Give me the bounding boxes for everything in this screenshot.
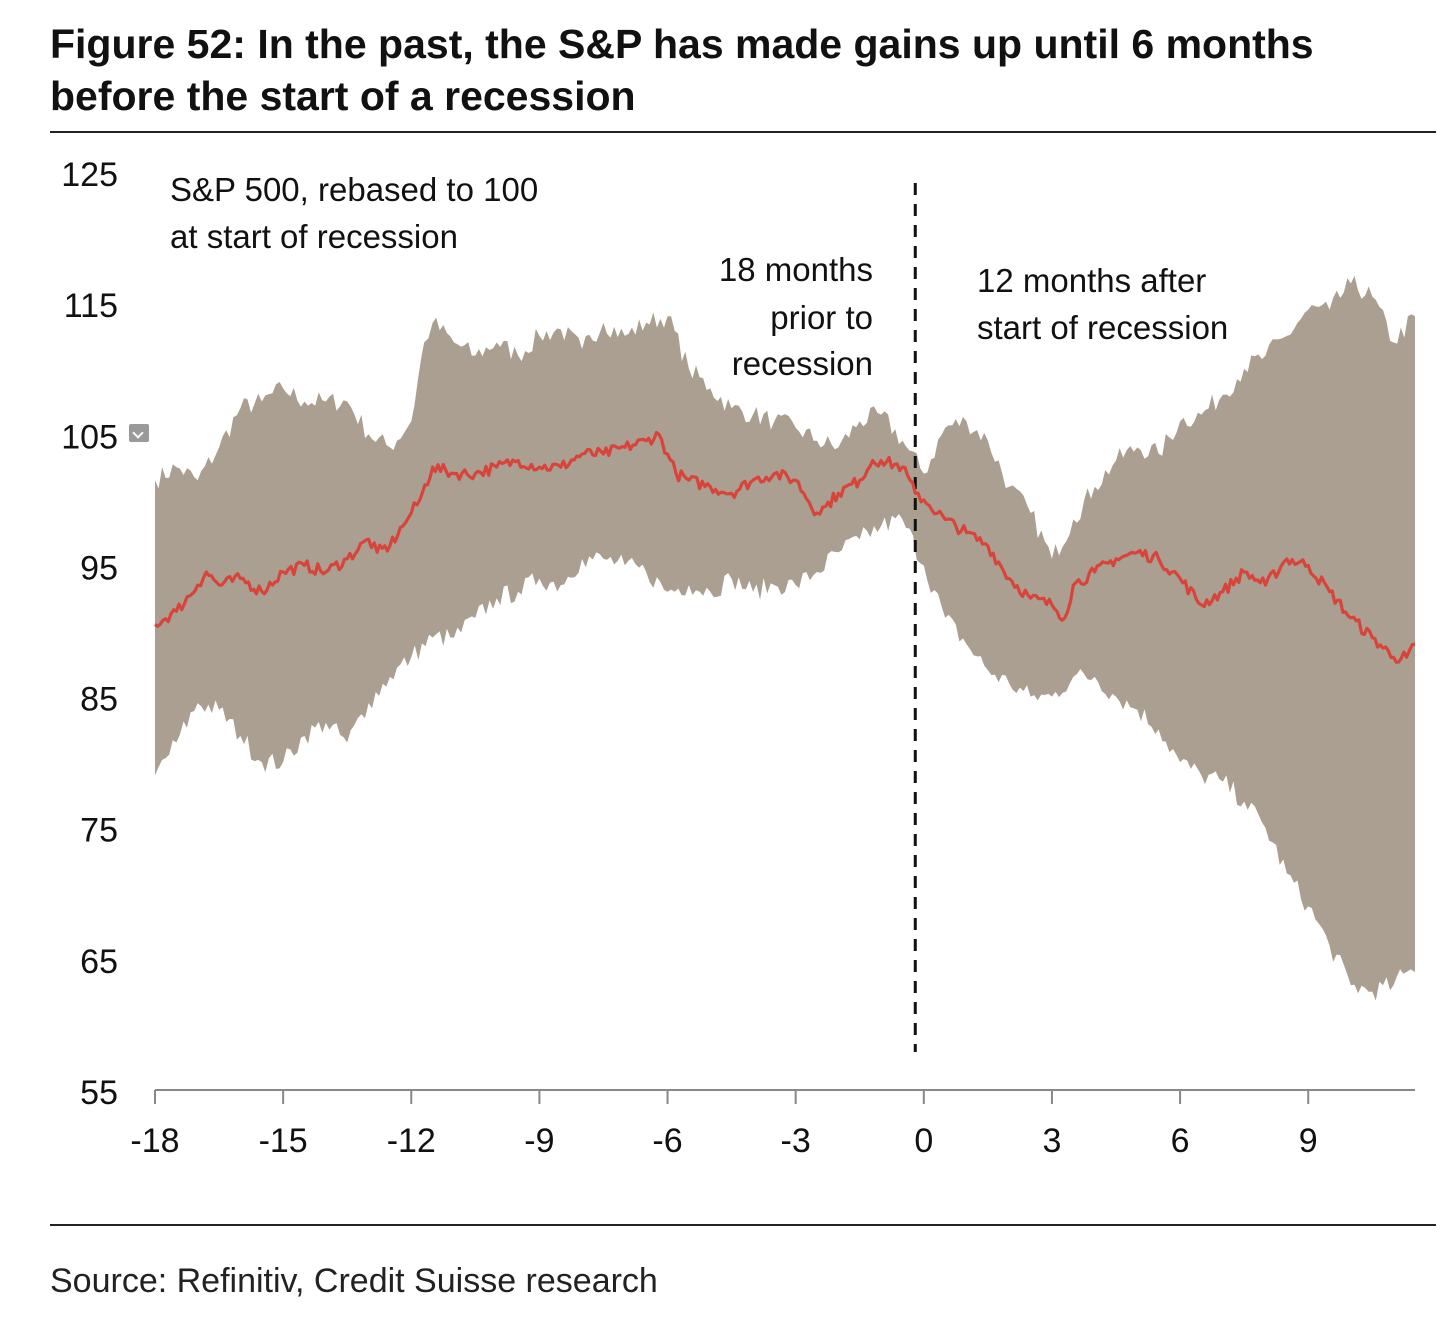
x-tick-label: 6	[1171, 1122, 1190, 1160]
range-band	[155, 275, 1415, 1001]
before-label-line-2: prior to	[770, 299, 873, 336]
before-label-line-3: recession	[732, 345, 873, 382]
median-series-line	[154, 430, 1416, 664]
x-tick-label: 3	[1042, 1122, 1061, 1160]
title-divider	[50, 131, 1436, 133]
after-label-line-1: 12 months after	[977, 262, 1206, 299]
y-tick-label: 55	[80, 1074, 118, 1112]
x-tick-label: -6	[652, 1122, 682, 1160]
source-divider	[50, 1224, 1436, 1226]
y-tick-label: 105	[61, 418, 118, 456]
before-label-line-1: 18 months	[719, 251, 873, 288]
x-tick-label: 0	[914, 1122, 933, 1160]
x-tick-label: -18	[130, 1122, 179, 1160]
x-tick-label: -12	[387, 1122, 436, 1160]
x-axis-labels: -18 -15 -12 -9 -6 -3 0 3 6 9	[130, 1122, 1317, 1160]
x-tick-label: -3	[781, 1122, 811, 1160]
y-tick-label: 75	[80, 812, 118, 850]
chevron-down-icon[interactable]	[129, 424, 149, 442]
y-tick-label: 125	[61, 156, 118, 194]
x-tick-label: 9	[1299, 1122, 1318, 1160]
y-tick-label: 95	[80, 549, 118, 587]
series-label-line-1: S&P 500, rebased to 100	[170, 171, 538, 208]
x-tick-label: -9	[524, 1122, 554, 1160]
y-axis-labels: 125 115 105 95 85 75 65 55	[61, 156, 118, 1112]
x-tick-label: -15	[259, 1122, 308, 1160]
source-note: Source: Refinitiv, Credit Suisse researc…	[50, 1262, 658, 1300]
y-tick-label: 65	[80, 943, 118, 981]
series-label-line-2: at start of recession	[170, 218, 458, 255]
x-axis	[154, 1089, 1415, 1104]
y-tick-label: 115	[64, 287, 118, 325]
after-label-line-2: start of recession	[977, 309, 1228, 346]
chart-title: Figure 52: In the past, the S&P has made…	[50, 21, 1314, 119]
y-tick-label: 85	[80, 681, 118, 719]
